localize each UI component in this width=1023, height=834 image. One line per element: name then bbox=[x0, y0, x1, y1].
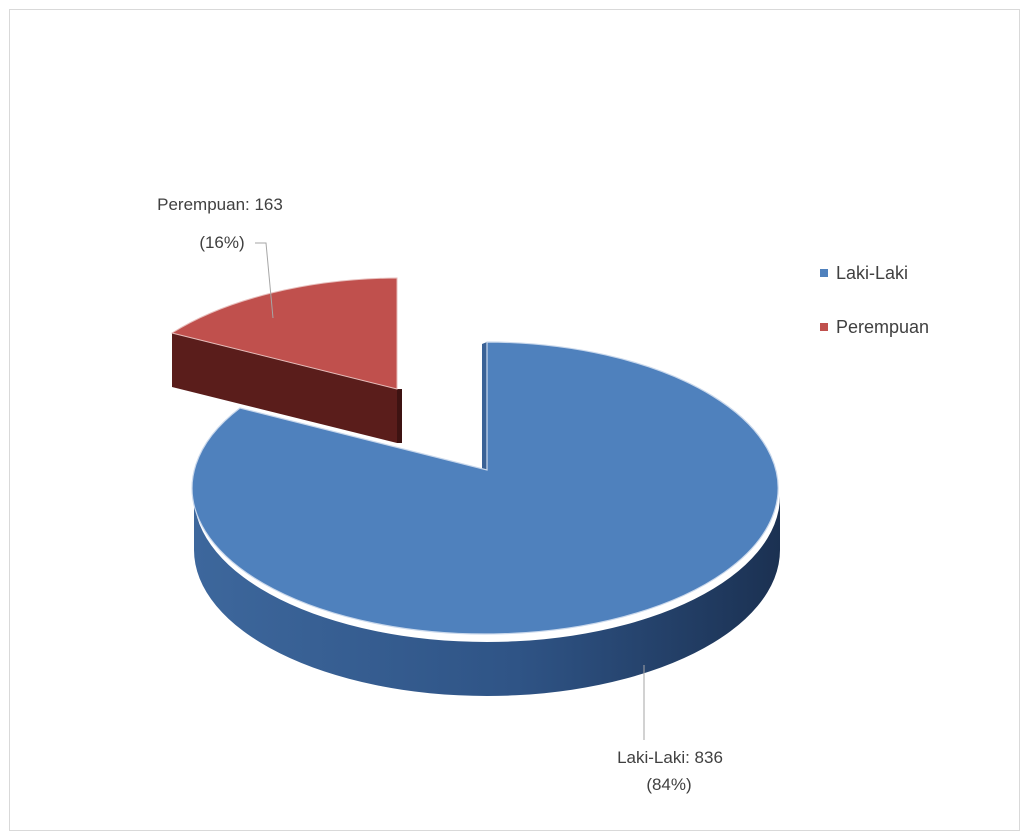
legend-swatch-laki-laki bbox=[820, 269, 828, 277]
legend-item-perempuan: Perempuan bbox=[820, 312, 929, 342]
data-label-perempuan-line2: (16%) bbox=[199, 233, 244, 252]
legend: Laki-Laki Perempuan bbox=[820, 258, 929, 366]
chart-frame bbox=[9, 9, 1020, 831]
slice-laki-laki-cut-face bbox=[482, 342, 487, 470]
slice-perempuan-side-right bbox=[397, 389, 402, 443]
slice-laki-laki bbox=[191, 341, 780, 696]
legend-label-perempuan: Perempuan bbox=[836, 316, 930, 337]
slice-laki-laki-top bbox=[191, 341, 779, 635]
data-label-laki-laki-line2: (84%) bbox=[646, 775, 691, 794]
leader-line-perempuan bbox=[255, 242, 274, 319]
legend-swatch-perempuan bbox=[820, 323, 828, 331]
slice-perempuan bbox=[170, 277, 402, 443]
slice-perempuan-side-left bbox=[172, 333, 397, 443]
slice-perempuan-top bbox=[170, 277, 398, 390]
legend-item-laki-laki: Laki-Laki bbox=[820, 258, 929, 288]
legend-label-laki-laki: Laki-Laki bbox=[836, 262, 909, 283]
data-label-perempuan-line1: Perempuan: 163 bbox=[157, 195, 283, 214]
data-label-laki-laki-line1: Laki-Laki: 836 bbox=[617, 748, 723, 767]
slice-laki-laki-side bbox=[194, 496, 780, 696]
